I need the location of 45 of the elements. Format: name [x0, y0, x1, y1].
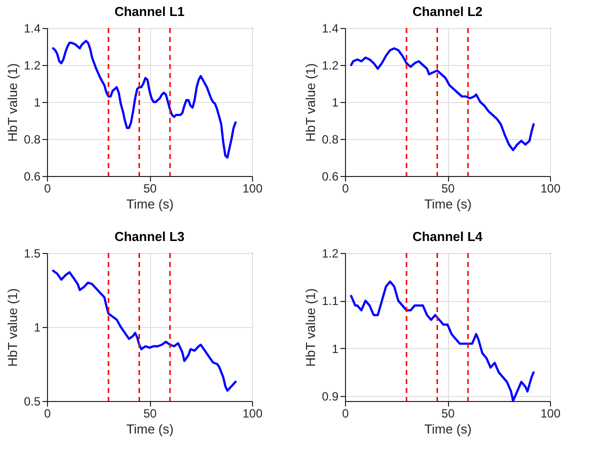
line-series [350, 47, 535, 152]
x-tick-label: 100 [242, 182, 263, 196]
y-tick-label: 0.8 [24, 132, 41, 146]
chart-title: Channel L2 [412, 4, 483, 19]
x-axis-title: Time (s) [424, 422, 472, 436]
x-tick-label: 0 [44, 406, 52, 420]
y-tick-label: 1 [332, 96, 339, 110]
line-series [52, 270, 237, 392]
y-tick-label: 1.4 [24, 22, 41, 36]
x-tick-label: 50 [143, 182, 157, 196]
y-tick-label: 1.2 [322, 58, 339, 72]
x-axis-title: Time (s) [126, 196, 174, 212]
chart-title: Channel L4 [412, 229, 484, 244]
x-axis-title: Time (s) [126, 422, 174, 436]
y-axis-title: HbT value (1) [4, 288, 20, 367]
line-series [350, 280, 535, 402]
line-series [52, 40, 237, 159]
y-tick-label: 1 [34, 320, 41, 334]
x-tick-label: 50 [143, 406, 157, 420]
y-tick-label: 1.1 [322, 294, 339, 308]
y-tick-label: 1.2 [322, 246, 339, 260]
x-tick-label: 100 [540, 406, 561, 420]
y-tick-label: 0.6 [322, 170, 339, 184]
y-tick-label: 0.8 [322, 132, 339, 146]
x-tick-label: 100 [540, 182, 561, 196]
y-tick-label: 1.5 [24, 246, 41, 260]
x-tick-label: 0 [342, 182, 350, 196]
y-tick-label: 0.5 [24, 394, 41, 408]
y-axis-title: HbT value (1) [302, 288, 318, 367]
x-axis-title: Time (s) [424, 196, 472, 212]
y-tick-label: 1.4 [322, 22, 339, 36]
x-tick-label: 0 [342, 406, 350, 420]
y-tick-label: 1 [34, 96, 41, 110]
y-tick-label: 0.6 [24, 170, 41, 184]
y-tick-label: 0.9 [322, 390, 339, 404]
y-axis-title: HbT value (1) [302, 63, 318, 142]
x-tick-label: 100 [242, 406, 263, 420]
x-tick-label: 50 [441, 182, 455, 196]
x-tick-label: 0 [44, 182, 52, 196]
chart-title: Channel L3 [114, 229, 185, 244]
chart-title: Channel L1 [114, 4, 185, 19]
y-tick-label: 1.2 [24, 58, 41, 72]
y-tick-label: 1 [332, 342, 339, 356]
x-tick-label: 50 [441, 406, 455, 420]
y-axis-title: HbT value (1) [4, 63, 20, 142]
